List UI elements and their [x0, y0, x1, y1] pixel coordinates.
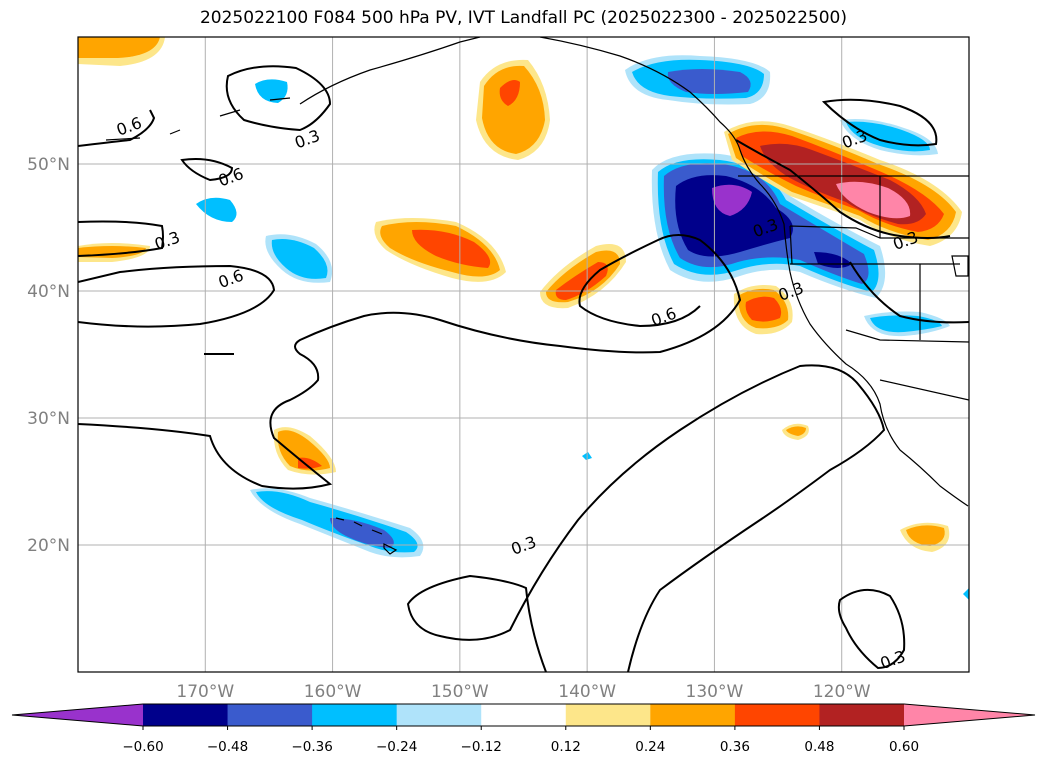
contour-line: [837, 589, 906, 670]
colorbar-tick-label: −0.12: [461, 739, 502, 755]
pv-negative-region: [255, 79, 288, 103]
contour-line: [78, 264, 276, 328]
contour-label: 0.6: [216, 164, 246, 191]
colorbar-tick-label: 0.12: [551, 739, 581, 755]
contour-label: 0.6: [114, 113, 144, 140]
contour-label: 0.6: [648, 304, 678, 331]
y-tick-label: 30°N: [27, 409, 70, 429]
coastlines: [105, 37, 969, 555]
colorbar: −0.60 −0.48 −0.36 −0.24 −0.12 0.12 0.24 0.36 0.4…: [11, 703, 1036, 755]
pv-positive-region: [786, 426, 806, 436]
pv-negative-region: [271, 239, 328, 279]
contour-line: [78, 234, 742, 490]
map-frame: [77, 36, 970, 673]
colorbar-extend-high: [904, 704, 1035, 726]
y-tick-label: 50°N: [27, 155, 70, 175]
contour-line: [849, 261, 969, 324]
colorbar-tick-label: 0.48: [804, 739, 834, 755]
pv-positive-region: [78, 37, 160, 58]
y-tick-labels: 20°N 30°N 40°N 50°N: [27, 155, 70, 556]
contour-line: [821, 98, 938, 147]
colorbar-segment: [143, 704, 229, 726]
colorbar-segment: [227, 704, 313, 726]
colorbar-tick-label: −0.60: [122, 739, 163, 755]
pv-negative-region: [963, 588, 969, 600]
colorbar-tick-label: 0.60: [889, 739, 919, 755]
pv-negative-region: [712, 184, 752, 216]
colorbar-tick-label: 0.24: [635, 739, 665, 755]
colorbar-tick-label: 0.36: [720, 739, 750, 755]
contour-label: 0.3: [508, 532, 538, 559]
colorbar-segment: [819, 704, 905, 726]
chart-title: 2025022100 F084 500 hPa PV, IVT Landfall…: [199, 8, 847, 28]
pv-shading: [78, 37, 969, 600]
pv-negative-region: [870, 315, 942, 333]
pv-negative-region: [330, 518, 394, 548]
pv-negative-region: [675, 175, 793, 257]
border-line: [738, 175, 969, 401]
x-tick-label: 150°W: [431, 682, 489, 702]
contour-line: [735, 139, 951, 239]
x-tick-label: 160°W: [304, 682, 362, 702]
x-tick-label: 140°W: [558, 682, 616, 702]
y-tick-label: 40°N: [27, 282, 70, 302]
pv-positive-region: [906, 525, 945, 546]
contour-label: 0.6: [216, 265, 246, 292]
contour-line: [225, 65, 332, 132]
pv-positive-region: [745, 296, 782, 322]
colorbar-segment: [565, 704, 651, 726]
colorbar-tick-label: −0.36: [291, 739, 332, 755]
contour-label: 0.3: [776, 278, 806, 305]
pv-negative-region: [667, 69, 751, 94]
x-tick-label: 120°W: [813, 682, 871, 702]
pv-negative-region: [846, 121, 930, 152]
island-coast: [105, 97, 969, 277]
y-tick-label: 20°N: [27, 536, 70, 556]
pv-positive-region: [412, 229, 491, 268]
colorbar-segment: [481, 704, 567, 726]
pv-positive-region: [277, 430, 330, 471]
contour-line: [78, 109, 156, 147]
colorbar-tick-label: −0.24: [376, 739, 417, 755]
pv-positive-region: [482, 65, 545, 154]
colorbar-segment: [650, 704, 736, 726]
colorbar-segment: [396, 704, 482, 726]
colorbar-extend-low: [12, 704, 143, 726]
x-tick-labels: 170°W 160°W 150°W 140°W 130°W 120°W: [176, 682, 870, 702]
pv-negative-region: [196, 197, 237, 222]
contour-label: 0.3: [152, 227, 182, 254]
pv-positive-region: [499, 80, 520, 106]
x-tick-label: 170°W: [176, 682, 234, 702]
contour-line: [180, 158, 234, 182]
colorbar-tick-label: −0.48: [207, 739, 248, 755]
pv-contours: [78, 65, 969, 672]
contour-line: [406, 364, 886, 672]
hawaii-coast: [335, 517, 398, 555]
pv-positive-region: [836, 181, 911, 219]
colorbar-segment: [734, 704, 820, 726]
gridlines: [78, 37, 969, 672]
colorbar-segment: [312, 704, 398, 726]
pv-positive-region: [298, 457, 322, 469]
north-america-coast: [299, 37, 969, 507]
contour-line: [78, 220, 164, 257]
x-tick-label: 130°W: [686, 682, 744, 702]
